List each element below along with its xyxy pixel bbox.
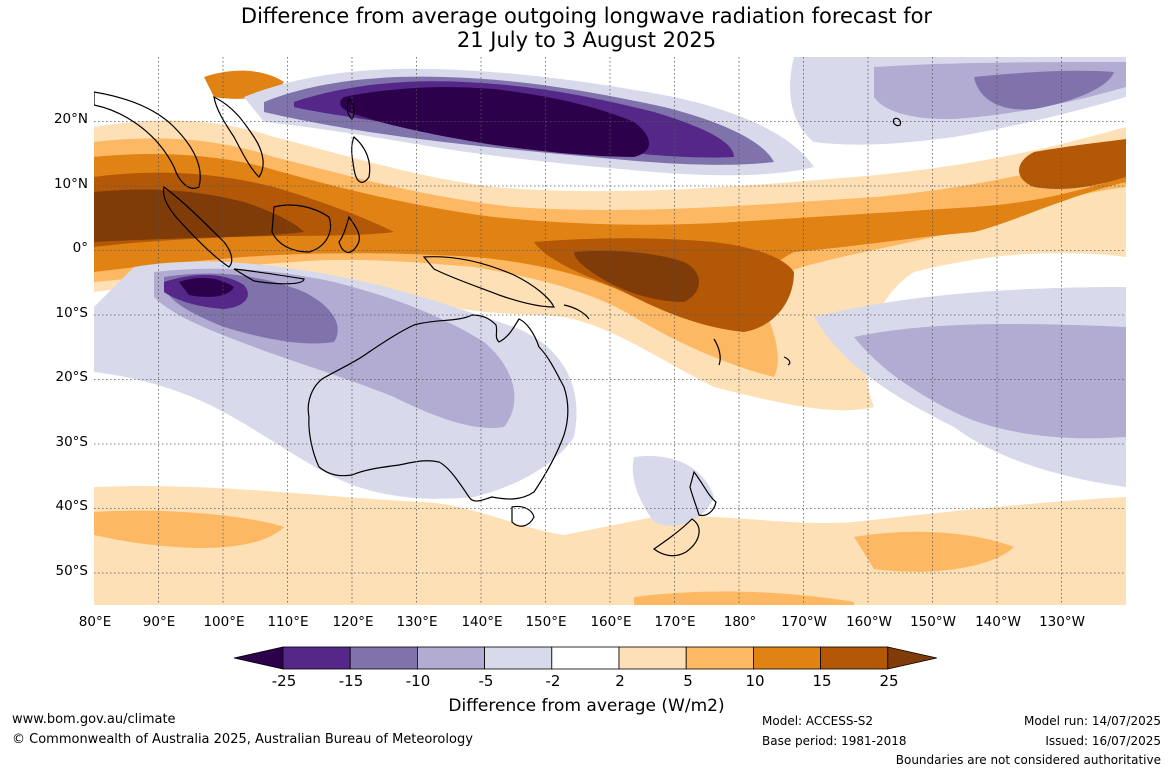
olr-anomaly-map bbox=[94, 57, 1126, 605]
lon-label-170e: 170°E bbox=[654, 614, 696, 630]
copyright-text: © Commonwealth of Australia 2025, Austra… bbox=[12, 732, 473, 747]
boundaries-disclaimer: Boundaries are not considered authoritat… bbox=[895, 753, 1161, 767]
colorbar-arrow-high bbox=[887, 646, 937, 670]
lat-label-20n: 20°N bbox=[53, 111, 88, 127]
lat-label-20s: 20°S bbox=[55, 369, 89, 385]
lat-label-10s: 10°S bbox=[55, 305, 89, 321]
lon-label-150w: 150°W bbox=[910, 614, 956, 630]
colorbar-tick: 5 bbox=[683, 672, 693, 690]
colorbar-tick: -25 bbox=[271, 672, 297, 690]
model-name: Model: ACCESS-S2 bbox=[762, 714, 874, 728]
lat-label-30s: 30°S bbox=[55, 434, 89, 450]
colorbar-tick: 15 bbox=[812, 672, 832, 690]
colorbar-tick: -15 bbox=[338, 672, 364, 690]
graticule bbox=[94, 57, 1126, 605]
title-line-2: 21 July to 3 August 2025 bbox=[456, 28, 717, 52]
lon-label-160w: 160°W bbox=[846, 614, 892, 630]
model-run-date: Model run: 14/07/2025 bbox=[1023, 714, 1161, 728]
colorbar bbox=[234, 646, 937, 670]
lon-label-110e: 110°E bbox=[267, 614, 309, 630]
lon-label-180: 180° bbox=[723, 614, 757, 630]
colorbar-cell bbox=[416, 646, 485, 670]
map-canvas bbox=[94, 57, 1126, 605]
colorbar-cell bbox=[349, 646, 418, 670]
title-line-1: Difference from average outgoing longwav… bbox=[240, 4, 933, 28]
colorbar-tick: -10 bbox=[405, 672, 431, 690]
colorbar-cell bbox=[685, 646, 754, 670]
lon-label-130w: 130°W bbox=[1039, 614, 1085, 630]
lon-label-140w: 140°W bbox=[975, 614, 1021, 630]
coastlines bbox=[94, 91, 902, 557]
colorbar-cell bbox=[484, 646, 553, 670]
lat-label-40s: 40°S bbox=[55, 498, 89, 514]
colorbar-cell bbox=[551, 646, 620, 670]
base-period: Base period: 1981-2018 bbox=[762, 734, 907, 748]
colorbar-arrow-low bbox=[234, 646, 284, 670]
colorbar-tick: -2 bbox=[545, 672, 561, 690]
lon-label-80e: 80°E bbox=[78, 614, 112, 630]
colorbar-cell bbox=[753, 646, 822, 670]
lat-label-0: 0° bbox=[72, 240, 88, 256]
lon-label-120e: 120°E bbox=[332, 614, 374, 630]
lon-label-100e: 100°E bbox=[203, 614, 245, 630]
colorbar-cell bbox=[282, 646, 351, 670]
colorbar-cell bbox=[618, 646, 687, 670]
colorbar-tick: 10 bbox=[745, 672, 765, 690]
map-title: Difference from average outgoing longwav… bbox=[0, 4, 1173, 52]
colorbar-tick: 2 bbox=[615, 672, 625, 690]
colorbar-cell bbox=[820, 646, 889, 670]
lat-label-50s: 50°S bbox=[55, 563, 89, 579]
lon-label-90e: 90°E bbox=[142, 614, 176, 630]
issued-date: Issued: 16/07/2025 bbox=[1045, 734, 1161, 748]
lon-label-170w: 170°W bbox=[781, 614, 827, 630]
website-link[interactable]: www.bom.gov.au/climate bbox=[12, 712, 176, 727]
lon-label-130e: 130°E bbox=[396, 614, 438, 630]
lon-label-150e: 150°E bbox=[525, 614, 567, 630]
colorbar-tick: -5 bbox=[478, 672, 494, 690]
lon-label-160e: 160°E bbox=[590, 614, 632, 630]
colorbar-title: Difference from average (W/m2) bbox=[448, 696, 725, 716]
lon-label-140e: 140°E bbox=[461, 614, 503, 630]
lat-label-10n: 10°N bbox=[53, 176, 88, 192]
colorbar-tick: 25 bbox=[879, 672, 899, 690]
